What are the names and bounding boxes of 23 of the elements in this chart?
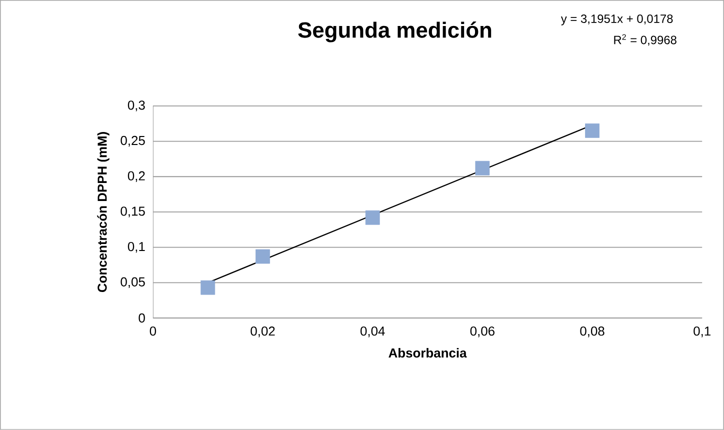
point <box>475 160 490 176</box>
x-axis-title: Absorbancia <box>388 348 467 358</box>
point <box>365 210 380 225</box>
y-tick-label: 0,1 <box>128 242 145 253</box>
x-tick-label: 0,02 <box>250 326 275 338</box>
x-tick-label: 0,06 <box>470 326 494 338</box>
point <box>585 124 600 138</box>
x-tick-label: 0,04 <box>360 326 385 338</box>
y-tick-label: 0,15 <box>120 206 145 218</box>
y-tick-label: 0,05 <box>120 277 145 288</box>
point <box>256 249 270 264</box>
y-tick-label: 0,2 <box>128 171 145 182</box>
text: R$^{2}$ = 0,9968 <box>614 34 676 46</box>
y-tick-label: 0,3 <box>128 100 145 112</box>
x-tick-label: 0,08 <box>580 326 604 338</box>
y-tick-label: 0 <box>138 313 145 323</box>
x-tick-label: 0 <box>150 326 156 336</box>
text: y = 3,1951x + 0,0178 <box>560 14 673 26</box>
y-axis-title: Concentracón DPPH (mM) <box>97 132 110 292</box>
chart-title: Segunda medición <box>298 22 492 42</box>
point <box>200 280 216 295</box>
y-tick-label: 0,25 <box>120 136 145 147</box>
x-tick-label: 0,1 <box>694 326 710 338</box>
